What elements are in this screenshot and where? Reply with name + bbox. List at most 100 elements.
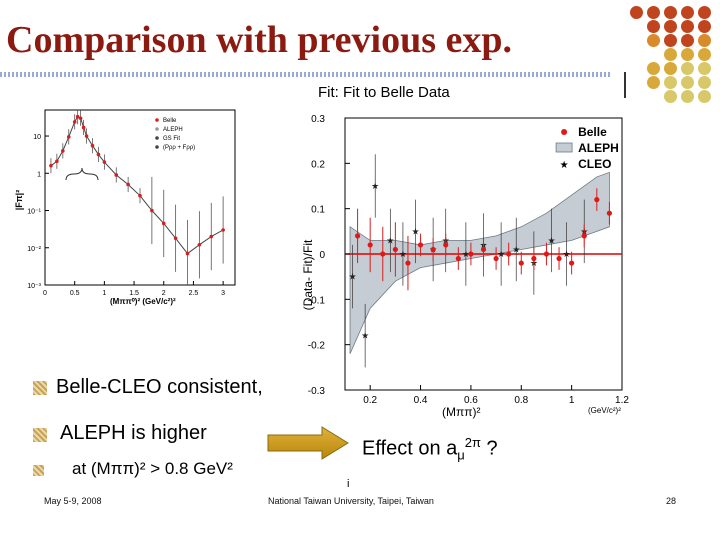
belle-point	[581, 233, 587, 239]
belle-point	[506, 251, 512, 257]
decorative-dot	[664, 62, 677, 75]
chart1-point-belle	[161, 221, 166, 226]
belle-point	[430, 246, 436, 253]
chart1-legend-marker	[155, 145, 159, 149]
decorative-dot	[698, 6, 711, 19]
decorative-dot	[698, 34, 711, 47]
chart1-point-belle	[61, 149, 65, 153]
chart2-x-tick-label: 0.6	[464, 395, 478, 406]
belle-point	[569, 260, 575, 266]
chart1-x-label: (Mππ⁰)² (GeV/c²)²	[110, 297, 176, 306]
slide-title: Comparison with previous exp.	[6, 19, 513, 61]
belle-point	[354, 233, 361, 239]
bullet-icon	[33, 428, 47, 442]
chart1-y-ticks: 10 1 10⁻¹ 10⁻² 10⁻³	[27, 134, 49, 290]
chart1-y-tick-label: 10⁻²	[27, 246, 41, 253]
chart1-y-tick-label: 1	[37, 171, 41, 178]
chart1-legend-marker	[155, 118, 159, 122]
chart1-legend-marker	[155, 127, 159, 131]
legend-marker-belle	[561, 129, 568, 135]
chart2-y-tick-label: -0.3	[308, 386, 326, 397]
chart2-legend: Belle ALEPH ★ CLEO	[555, 125, 619, 171]
chart1-point-belle	[150, 208, 154, 213]
decorative-dot	[698, 90, 711, 103]
chart1-point-belle	[114, 173, 119, 177]
chart1-legend-entry: ALEPH	[163, 127, 183, 133]
chart1-x-tick-label: 0.5	[70, 290, 80, 297]
chart2-x-label: (Mππ)²	[442, 405, 481, 419]
chart1-point-belle	[90, 143, 95, 148]
cleo-point: ★	[547, 236, 555, 246]
chart1-x-tick-label: 0	[43, 290, 47, 297]
chart1-legend-marker	[155, 136, 159, 140]
chart1-point-belle	[96, 152, 101, 157]
chart1-points	[49, 114, 225, 256]
chart1-y-label: |Fπ|²	[14, 190, 24, 210]
decorative-dot	[681, 34, 694, 47]
chart1-point-belle	[126, 182, 130, 187]
chart1-point-belle	[102, 160, 107, 164]
chart1-point-belle	[49, 163, 53, 168]
chart2-x-tick-label: 0.8	[514, 395, 528, 406]
decorative-dot	[681, 90, 694, 103]
chart2-legend-entry: Belle	[578, 125, 607, 139]
accent-bar	[624, 72, 626, 98]
cleo-points: ★★★★★★★★★★★★★★★★	[349, 154, 588, 368]
title-underline	[0, 72, 612, 77]
effect-subscript: μ	[457, 447, 465, 463]
chart2-y-tick-label: -0.1	[308, 295, 326, 306]
chart2-y-tick-label: -0.2	[308, 341, 326, 352]
chart1-point-belle	[209, 234, 214, 239]
arrow-right-icon	[267, 426, 349, 460]
legend-marker-cleo: ★	[560, 160, 569, 171]
chart1-grid	[50, 116, 224, 255]
chart1-x-tick-label: 2.5	[189, 290, 199, 297]
page-number: 28	[666, 496, 677, 506]
cleo-point: ★	[411, 227, 419, 237]
footer-institution: National Taiwan University, Taipei, Taiw…	[268, 496, 434, 506]
form-factor-chart: 0 0.5 1 1.5 2 2.5 3 10 1 10⁻¹ 10⁻² 10⁻³ Belle ALEPH…	[14, 109, 236, 306]
chart1-point-belle	[138, 193, 142, 198]
bullet-text-1: Belle-CLEO consistent,	[56, 376, 263, 398]
chart1-point-belle	[221, 228, 225, 232]
belle-point	[480, 246, 487, 253]
chart1-point-belle	[84, 134, 89, 138]
decorative-dot	[664, 76, 677, 89]
chart2-y-tick-label: 0	[319, 250, 325, 261]
belle-point	[417, 242, 424, 248]
decorative-dot	[647, 76, 660, 89]
effect-suffix: ?	[480, 437, 498, 460]
chart1-x-tick-label: 1.5	[129, 290, 139, 297]
chart2-x-ticks: 0.2 0.4 0.6 0.8 1 1.2	[363, 385, 629, 406]
decorative-dot	[630, 6, 643, 19]
belle-point	[606, 210, 613, 216]
bullet-icon	[33, 465, 44, 476]
decorative-dot	[664, 90, 677, 103]
decorative-dot	[698, 62, 711, 75]
chart1-point-belle	[173, 236, 178, 241]
belle-point	[556, 255, 562, 262]
decorative-dot	[647, 6, 660, 19]
belle-point	[443, 242, 449, 248]
chart1-point-belle	[72, 120, 77, 124]
chart1-legend-entry: (Pρρ + Fρρ)	[163, 145, 195, 151]
belle-point	[594, 197, 600, 203]
effect-text: Effect on aμ2π ?	[362, 435, 498, 463]
belle-point	[392, 246, 398, 253]
chart1-legend: Belle ALEPH GS Fit (Pρρ + Fρρ)	[155, 118, 195, 151]
decorative-dot	[681, 62, 694, 75]
decorative-dot	[664, 34, 677, 47]
decorative-dot	[698, 76, 711, 89]
decorative-dot	[681, 48, 694, 61]
bullet-icon	[33, 381, 47, 395]
decorative-dot	[664, 48, 677, 61]
cleo-point: ★	[371, 182, 379, 192]
belle-point	[531, 255, 537, 262]
decorative-dot	[664, 6, 677, 19]
chart1-point-belle	[55, 159, 59, 164]
decorative-dot	[698, 48, 711, 61]
chart1-legend-entry: Belle	[163, 118, 177, 124]
chart1-point-belle	[78, 116, 83, 121]
cleo-point: ★	[349, 273, 357, 283]
cleo-point: ★	[399, 250, 407, 260]
